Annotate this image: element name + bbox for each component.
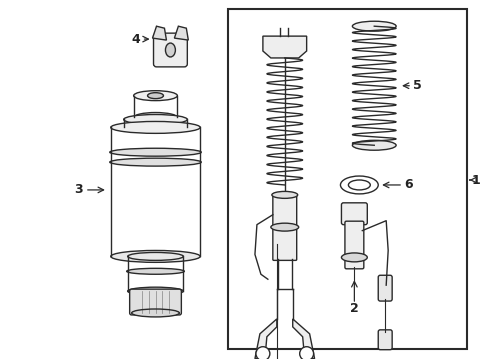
Ellipse shape	[133, 91, 177, 100]
FancyBboxPatch shape	[153, 33, 187, 67]
Ellipse shape	[340, 176, 377, 194]
Ellipse shape	[127, 252, 183, 260]
Ellipse shape	[111, 121, 200, 133]
Ellipse shape	[123, 114, 187, 125]
FancyBboxPatch shape	[129, 289, 181, 315]
FancyBboxPatch shape	[341, 203, 366, 225]
Ellipse shape	[270, 223, 298, 231]
Ellipse shape	[352, 140, 395, 150]
Text: 2: 2	[349, 302, 358, 315]
Text: 5: 5	[412, 79, 421, 92]
Polygon shape	[263, 36, 306, 58]
FancyBboxPatch shape	[377, 330, 391, 350]
Ellipse shape	[352, 21, 395, 31]
Ellipse shape	[123, 122, 187, 132]
Polygon shape	[174, 26, 188, 40]
Ellipse shape	[126, 268, 184, 274]
Ellipse shape	[109, 148, 201, 156]
Ellipse shape	[341, 253, 366, 262]
FancyBboxPatch shape	[344, 221, 363, 269]
Ellipse shape	[347, 180, 369, 190]
Text: 1: 1	[470, 174, 479, 186]
Ellipse shape	[127, 287, 183, 295]
Ellipse shape	[147, 93, 163, 99]
Text: 3: 3	[75, 184, 83, 197]
FancyBboxPatch shape	[272, 194, 296, 260]
Ellipse shape	[111, 251, 200, 262]
Ellipse shape	[299, 347, 313, 360]
Ellipse shape	[133, 113, 177, 122]
Text: 4: 4	[131, 33, 140, 46]
FancyBboxPatch shape	[377, 275, 391, 301]
Ellipse shape	[165, 43, 175, 57]
Polygon shape	[152, 26, 166, 40]
Polygon shape	[292, 319, 314, 359]
Bar	[227, 9, 466, 349]
Ellipse shape	[255, 347, 269, 360]
Polygon shape	[254, 319, 276, 359]
Text: 6: 6	[404, 179, 412, 192]
Ellipse shape	[271, 192, 297, 198]
Ellipse shape	[131, 309, 179, 317]
Ellipse shape	[109, 158, 201, 166]
